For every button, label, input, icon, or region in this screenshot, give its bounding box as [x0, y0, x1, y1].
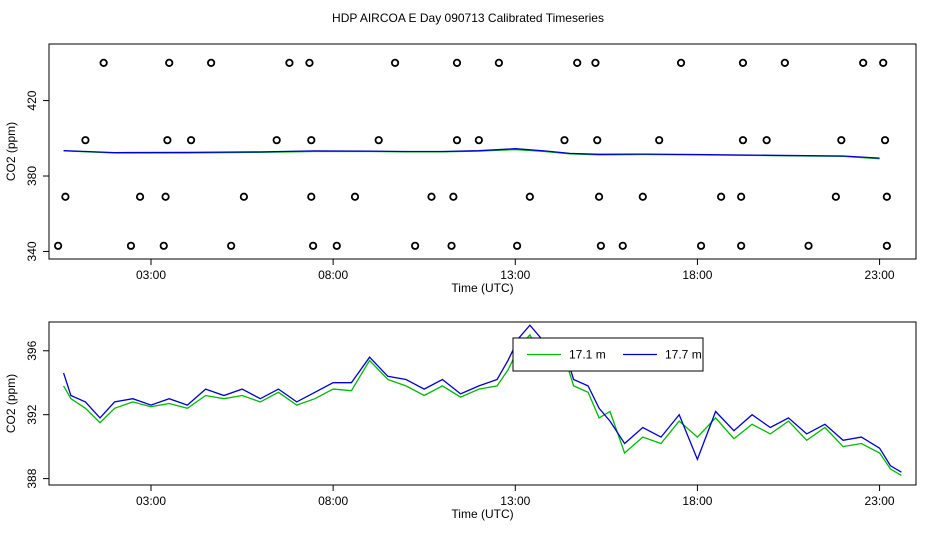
scatter-point	[447, 241, 456, 250]
scatter-point	[738, 58, 748, 67]
scatter-point	[762, 136, 771, 145]
scatter-point	[452, 58, 462, 67]
scatter-point	[596, 241, 605, 250]
scatter-point	[305, 58, 314, 67]
x-tick-label: 13:00	[500, 494, 530, 508]
x-tick-label: 13:00	[500, 268, 530, 282]
x-tick-label: 03:00	[136, 494, 166, 508]
y-tick-label: 388	[25, 468, 39, 488]
scatter-point	[285, 58, 294, 67]
scatter-point	[696, 241, 706, 250]
series-line-17-7-m	[62, 324, 902, 473]
x-tick-label: 03:00	[136, 268, 166, 282]
scatter-point	[717, 192, 726, 201]
top-chart-panel: 03:00 08:00 13:00 18:00 23:00 Time (UTC) 340 38…	[4, 43, 917, 295]
y-tick-label: 396	[25, 340, 39, 360]
scatter-point	[452, 136, 462, 145]
scatter-point	[207, 58, 216, 67]
scatter-point	[81, 136, 90, 145]
scatter-point	[573, 58, 582, 67]
scatter-point	[513, 241, 522, 250]
scatter-point	[880, 136, 890, 145]
bottom-chart-panel: 03:00 08:00 13:00 18:00 23:00 Time (UTC) 388 39…	[4, 321, 917, 521]
scatter-point	[882, 241, 891, 250]
scatter-point	[239, 192, 248, 201]
scatter-point	[186, 136, 196, 145]
scatter-point	[676, 58, 686, 67]
scatter-point	[390, 58, 400, 67]
x-axis-label: Time (UTC)	[451, 281, 513, 295]
scatter-point	[780, 58, 789, 67]
scatter-point	[135, 192, 145, 201]
y-tick-label: 420	[25, 90, 39, 110]
scatter-point	[738, 136, 748, 145]
scatter-point	[837, 136, 846, 145]
x-tick-label: 08:00	[318, 494, 348, 508]
scatter-point	[638, 192, 647, 201]
scatter-point	[227, 241, 236, 250]
x-tick-label: 23:00	[865, 268, 895, 282]
scatter-point	[859, 58, 868, 67]
legend-label: 17.1 m	[569, 348, 606, 362]
scatter-point	[309, 241, 318, 250]
scatter-point	[307, 192, 316, 201]
y-tick-label: 392	[25, 404, 39, 424]
scatter-point	[593, 136, 602, 145]
scatter-point	[165, 58, 174, 67]
scatter-point	[427, 192, 436, 201]
x-tick-label: 18:00	[682, 268, 712, 282]
series-line-17-1-m	[63, 333, 902, 476]
scatter-point	[525, 192, 534, 201]
scatter-point	[474, 136, 483, 145]
scatter-point	[332, 241, 341, 250]
y-tick-label: 380	[25, 166, 39, 186]
x-tick-label: 23:00	[865, 494, 895, 508]
scatter-point	[411, 241, 420, 250]
scatter-point	[350, 192, 360, 201]
scatter-point	[449, 192, 458, 201]
plot-frame	[48, 321, 917, 486]
x-tick-label: 08:00	[318, 268, 348, 282]
scatter-point	[804, 241, 813, 250]
chart-title: HDP AIRCOA E Day 090713 Calibrated Times…	[332, 11, 604, 25]
scatter-point	[831, 192, 840, 201]
scatter-point	[737, 241, 746, 250]
scatter-point	[737, 192, 746, 201]
scatter-point	[594, 192, 604, 201]
plot-frame	[48, 43, 917, 260]
x-tick-label: 18:00	[682, 494, 712, 508]
scatter-point	[494, 58, 503, 67]
scatter-point	[591, 58, 600, 67]
scatter-point	[307, 136, 316, 145]
y-axis-label: CO2 (ppm)	[4, 374, 18, 433]
scatter-point	[163, 136, 172, 145]
y-axis-label: CO2 (ppm)	[4, 122, 18, 181]
x-axis-label: Time (UTC)	[451, 507, 513, 521]
scatter-point	[99, 58, 108, 67]
scatter-point	[655, 136, 664, 145]
legend-label: 17.7 m	[665, 348, 702, 362]
scatter-point	[618, 241, 627, 250]
y-tick-label: 340	[25, 241, 39, 261]
scatter-point	[272, 136, 281, 145]
scatter-point	[560, 136, 569, 145]
scatter-point	[161, 192, 170, 201]
scatter-point	[126, 241, 136, 250]
scatter-point	[879, 58, 888, 67]
scatter-point	[882, 192, 891, 201]
scatter-point	[54, 241, 63, 250]
scatter-point	[159, 241, 168, 250]
scatter-point	[61, 192, 70, 201]
scatter-point	[374, 136, 383, 145]
series-line-17-7-m	[63, 148, 880, 159]
